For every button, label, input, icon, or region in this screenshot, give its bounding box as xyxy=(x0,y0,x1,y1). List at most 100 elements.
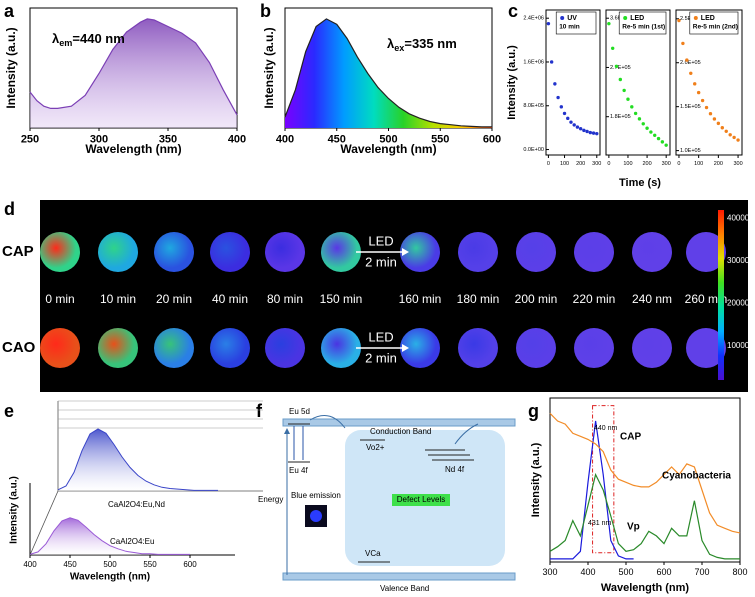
legend-label: UV xyxy=(567,15,577,22)
spectrum-line xyxy=(549,472,740,560)
x-tick-label: 550 xyxy=(431,134,449,146)
data-point xyxy=(720,126,724,130)
data-point xyxy=(607,21,611,26)
series-label: Cyanobacteria xyxy=(662,471,731,482)
x-axis-label: Wavelength (nm) xyxy=(85,142,181,156)
arrow-label: 2 min xyxy=(365,254,397,269)
time-label: 80 min xyxy=(267,292,303,306)
diagram-label: Eu 5d xyxy=(289,407,310,416)
series-label: Vp xyxy=(627,522,640,533)
x-tick-label: 400 xyxy=(580,567,595,577)
area-shading xyxy=(285,18,492,128)
emission-spot xyxy=(310,510,322,522)
diagram-label: Valence Band xyxy=(380,584,429,593)
x-tick-label: 200 xyxy=(576,161,585,167)
annotation: λem=440 nm xyxy=(52,31,125,48)
colorbar-tick-label: 30000 xyxy=(727,256,750,265)
data-point xyxy=(732,135,736,140)
plot-frame xyxy=(545,9,601,156)
panel-label: d xyxy=(4,199,15,219)
colorbar-tick-label: 20000 xyxy=(727,299,750,308)
series-label: CAP xyxy=(620,432,641,443)
x-tick-label: 100 xyxy=(694,161,703,167)
diagram-label: Nd 4f xyxy=(445,465,465,474)
diagram-label: Blue emission xyxy=(291,491,341,500)
annotation-subscript: em xyxy=(59,38,72,48)
legend-marker xyxy=(623,16,628,20)
x-axis-label: Wavelength (nm) xyxy=(70,572,150,583)
x-axis-label: Wavelength (nm) xyxy=(340,142,436,156)
annotation: 431 nm xyxy=(588,520,612,527)
legend-label: LED xyxy=(630,15,644,22)
data-point xyxy=(641,122,645,126)
spectrum-line xyxy=(284,18,492,128)
plot-frame xyxy=(549,397,741,563)
sample-spot xyxy=(400,328,440,368)
data-point xyxy=(626,97,630,101)
conduction-band xyxy=(282,418,516,427)
sample-spot xyxy=(40,328,80,368)
x-axis-label: Time (s) xyxy=(619,177,661,189)
x-tick-label: 600 xyxy=(183,560,197,569)
y-tick-label: 0.0E+00 xyxy=(523,147,544,153)
data-point xyxy=(704,105,709,110)
spectrum-line xyxy=(29,18,238,116)
sample-spot xyxy=(321,328,361,368)
x-tick-label: 300 xyxy=(592,161,601,167)
x-tick-label: 0 xyxy=(607,161,610,167)
data-point xyxy=(656,136,661,141)
sample-spot xyxy=(400,232,440,272)
series-label: CaAl2O4:Eu xyxy=(110,537,154,546)
sample-spot xyxy=(98,232,138,272)
data-point xyxy=(618,77,623,82)
data-point xyxy=(585,129,589,134)
data-point xyxy=(664,143,668,147)
sample-spot xyxy=(686,232,726,272)
transfer-arrow xyxy=(454,423,479,445)
diagram-label: Conduction Band xyxy=(370,427,431,436)
x-tick-label: 450 xyxy=(63,560,77,569)
legend-marker xyxy=(560,16,565,20)
time-label: 10 min xyxy=(100,292,136,306)
x-tick-label: 350 xyxy=(159,134,177,146)
x-tick-label: 300 xyxy=(662,161,671,167)
panel-label: g xyxy=(528,401,539,421)
time-label: 180 min xyxy=(457,292,500,306)
panel-label: f xyxy=(256,401,263,421)
arrow-head xyxy=(402,248,409,256)
x-tick-label: 400 xyxy=(276,134,294,146)
data-point xyxy=(562,111,567,116)
y-tick-label: 2.0E+05 xyxy=(680,60,701,66)
x-tick-label: 500 xyxy=(103,560,117,569)
y-tick-label: 1.0E+05 xyxy=(680,148,701,154)
data-point xyxy=(689,71,693,75)
time-label: 20 min xyxy=(156,292,192,306)
arrow-label: 2 min xyxy=(365,350,397,365)
x-tick-label: 100 xyxy=(623,161,632,167)
time-label: 200 min xyxy=(515,292,558,306)
arrow-head xyxy=(402,344,409,352)
sample-spot xyxy=(574,328,614,368)
sample-spot xyxy=(516,232,556,272)
y-tick-label: 8.0E+05 xyxy=(523,103,544,109)
panel-label: c xyxy=(508,1,518,21)
sample-spot xyxy=(574,232,614,272)
data-point xyxy=(591,131,596,135)
x-tick-label: 700 xyxy=(694,567,709,577)
legend-note: Re-5 min (1st) xyxy=(622,24,665,31)
highlight xyxy=(392,494,450,506)
arrow-label: LED xyxy=(368,233,393,248)
sample-spot xyxy=(154,328,194,368)
data-point xyxy=(633,111,638,116)
diagram-label: Eu 4f xyxy=(289,466,308,475)
y-axis-label: Intensity (a.u.) xyxy=(4,27,18,108)
legend-marker xyxy=(693,16,698,20)
x-tick-label: 550 xyxy=(143,560,157,569)
data-point xyxy=(696,90,701,95)
y-tick-label: 2.4E+06 xyxy=(523,16,544,22)
annotation-symbol: λ xyxy=(387,36,395,51)
panel-label: a xyxy=(4,1,15,21)
x-tick-label: 400 xyxy=(228,134,246,146)
